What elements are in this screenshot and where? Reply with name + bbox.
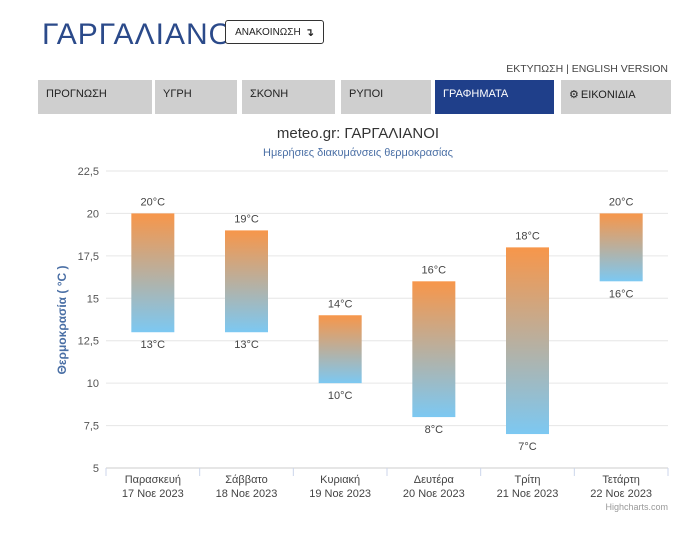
x-tick-day-label: Τρίτη — [515, 474, 541, 486]
tab-forecast[interactable]: ΠΡΟΓΝΩΣΗ — [38, 80, 152, 114]
series-temperature-range: 20°C 13°C 19°C 13°C 14°C 10°C 16°C 8°C 18°C 7°C 20… — [131, 196, 643, 453]
tab-charts[interactable]: ΓΡΑΦΗΜΑΤΑ — [435, 80, 554, 114]
high-temp-label: 16°C — [422, 264, 447, 276]
x-tick-date-label: 17 Νοε 2023 — [122, 488, 184, 500]
tab-icons[interactable]: ⚙ ΕΙΚΟΝΙΔΙΑ — [561, 80, 671, 114]
announcement-label: ΑΝΑΚΟΙΝΩΣΗ — [235, 26, 301, 38]
y-axis-title: Θερμοκρασία ( °C ) — [55, 266, 69, 375]
y-tick-label: 5 — [93, 463, 99, 475]
tab-label: ΡΥΠΟΙ — [349, 88, 384, 100]
tab-label: ΓΡΑΦΗΜΑΤΑ — [443, 88, 509, 100]
tab-dust[interactable]: ΣΚΟΝΗ — [242, 80, 335, 114]
credits-link: Highcharts.com — [605, 502, 668, 512]
low-temp-label: 10°C — [328, 390, 353, 402]
high-temp-label: 18°C — [515, 230, 540, 242]
x-tick-date-label: 21 Νοε 2023 — [497, 488, 559, 500]
low-temp-label: 8°C — [425, 424, 444, 436]
x-tick-date-label: 18 Νοε 2023 — [216, 488, 278, 500]
tab-humidity[interactable]: ΥΓΡΗ — [155, 80, 237, 114]
x-tick-date-label: 20 Νοε 2023 — [403, 488, 465, 500]
y-tick-label: 20 — [87, 208, 99, 220]
high-temp-label: 19°C — [234, 213, 259, 225]
temperature-range-bar[interactable] — [412, 281, 456, 418]
gear-icon: ⚙ — [569, 89, 579, 101]
grid-lines — [106, 170, 668, 469]
chart-subtitle: Ημερήσιες διακυμάνσεις θερμοκρασίας — [263, 147, 453, 159]
tab-label: ΕΙΚΟΝΙΔΙΑ — [580, 89, 636, 101]
temperature-range-bar[interactable] — [599, 213, 643, 282]
tab-label: ΣΚΟΝΗ — [250, 88, 289, 100]
print-link[interactable]: ΕΚΤΥΠΩΣΗ — [506, 63, 564, 75]
tab-label: ΥΓΡΗ — [163, 88, 192, 100]
y-tick-label: 10 — [87, 378, 99, 390]
y-tick-label: 22,5 — [78, 166, 99, 178]
y-axis-ticks: 5 7,5 10 12,5 15 17,5 20 22,5 — [78, 166, 99, 475]
x-axis-ticks: Παρασκευή 17 Νοε 2023 Σάββατο 18 Νοε 2023 Κυ… — [105, 468, 669, 500]
low-temp-label: 13°C — [141, 339, 166, 351]
x-tick-day-label: Παρασκευή — [125, 474, 181, 486]
tab-pollutants[interactable]: ΡΥΠΟΙ — [341, 80, 431, 114]
temperature-range-bar[interactable] — [131, 213, 175, 333]
x-tick-day-label: Δευτέρα — [414, 474, 455, 486]
x-tick-date-label: 22 Νοε 2023 — [590, 488, 652, 500]
link-separator: | — [563, 63, 572, 75]
y-tick-label: 12,5 — [78, 336, 99, 348]
y-tick-label: 17,5 — [78, 251, 99, 263]
y-tick-label: 15 — [87, 293, 99, 305]
low-temp-label: 16°C — [609, 288, 634, 300]
high-temp-label: 20°C — [141, 196, 166, 208]
temperature-range-bar[interactable] — [225, 230, 268, 333]
high-temp-label: 14°C — [328, 298, 353, 310]
y-tick-label: 7,5 — [84, 421, 99, 433]
tab-label: ΠΡΟΓΝΩΣΗ — [46, 88, 107, 100]
low-temp-label: 7°C — [518, 441, 537, 453]
temperature-range-bar[interactable] — [506, 247, 549, 435]
announcement-button[interactable]: ΑΝΑΚΟΙΝΩΣΗ ↴ — [225, 20, 324, 44]
top-links: ΕΚΤΥΠΩΣΗ | ENGLISH VERSION — [506, 63, 668, 75]
x-tick-day-label: Κυριακή — [320, 474, 360, 486]
arrow-down-right-icon: ↴ — [304, 26, 314, 39]
low-temp-label: 13°C — [234, 339, 259, 351]
x-tick-day-label: Σάββατο — [225, 474, 267, 486]
page-title: ΓΑΡΓΑΛΙΑΝΟΙ — [42, 18, 243, 51]
temperature-range-bar[interactable] — [318, 315, 362, 384]
x-tick-day-label: Τετάρτη — [602, 474, 640, 486]
x-tick-date-label: 19 Νοε 2023 — [309, 488, 371, 500]
chart-title: meteo.gr: ΓΑΡΓΑΛΙΑΝΟΙ — [277, 125, 439, 142]
high-temp-label: 20°C — [609, 196, 634, 208]
english-version-link[interactable]: ENGLISH VERSION — [571, 63, 668, 75]
